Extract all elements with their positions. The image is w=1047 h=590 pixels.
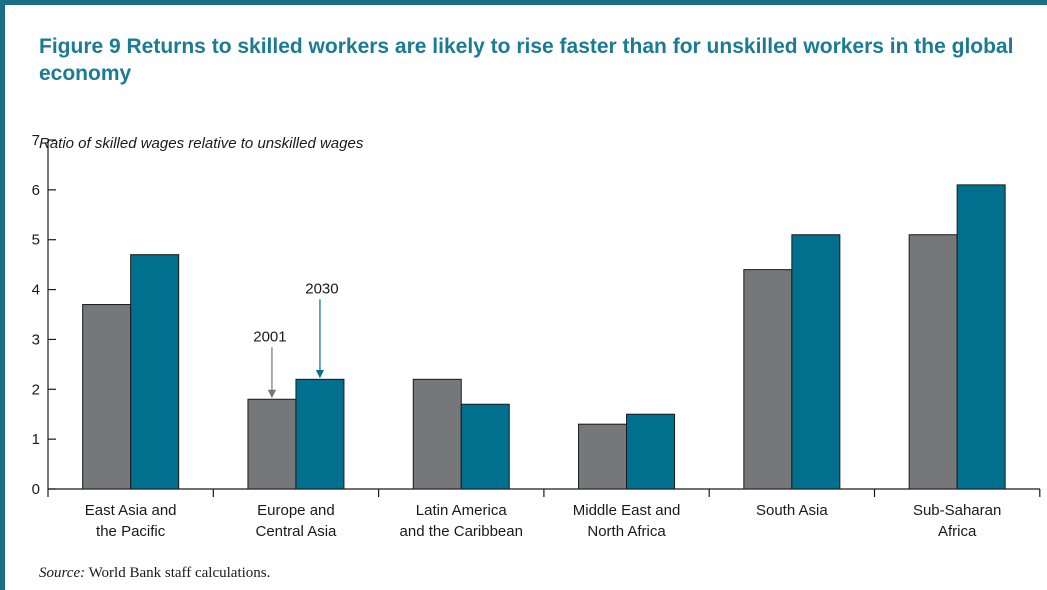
x-category-label: Sub-Saharan — [913, 502, 1001, 519]
bar-2030 — [295, 378, 345, 490]
annotation-label-2030: 2030 — [305, 280, 338, 297]
x-category-label: East Asia and — [85, 502, 177, 519]
figure-title: Figure 9 Returns to skilled workers are … — [39, 35, 1014, 85]
x-category-label: the Pacific — [96, 523, 166, 540]
x-category-label: Central Asia — [256, 523, 338, 540]
source-text: World Bank staff calculations. — [85, 565, 271, 581]
y-tick-label: 1 — [32, 431, 40, 448]
bar-2030 — [460, 403, 510, 490]
y-tick-label: 4 — [32, 282, 40, 299]
annotation-label-2001: 2001 — [253, 328, 286, 345]
x-category-label: Middle East and — [573, 502, 681, 519]
y-tick-label: 6 — [32, 182, 40, 199]
x-category-label: South Asia — [756, 502, 828, 519]
y-tick-label: 7 — [32, 132, 40, 149]
y-tick-label: 2 — [32, 381, 40, 398]
bar-2030 — [791, 234, 841, 490]
bar-2030 — [956, 184, 1006, 490]
bar-2001 — [908, 234, 958, 490]
y-axis-label: Ratio of skilled wages relative to unski… — [39, 135, 364, 152]
source-label: Source: — [39, 565, 86, 581]
x-category-label: and the Caribbean — [400, 523, 523, 540]
bar-2001 — [743, 269, 793, 490]
x-category-label: Europe and — [257, 502, 335, 519]
y-tick-label: 3 — [32, 331, 40, 348]
x-category-label: North Africa — [587, 523, 666, 540]
bar-2030 — [130, 254, 180, 490]
bar-2001 — [247, 398, 297, 490]
bar-2001 — [82, 304, 132, 490]
bar-2001 — [578, 423, 628, 490]
x-category-label: Africa — [938, 523, 977, 540]
bar-2030 — [626, 413, 676, 490]
source-note: Source: World Bank staff calculations. — [39, 565, 270, 582]
x-category-label: Latin America — [416, 502, 508, 519]
y-tick-label: 5 — [32, 232, 40, 249]
y-tick-label: 0 — [32, 481, 40, 498]
bar-2001 — [412, 378, 462, 490]
